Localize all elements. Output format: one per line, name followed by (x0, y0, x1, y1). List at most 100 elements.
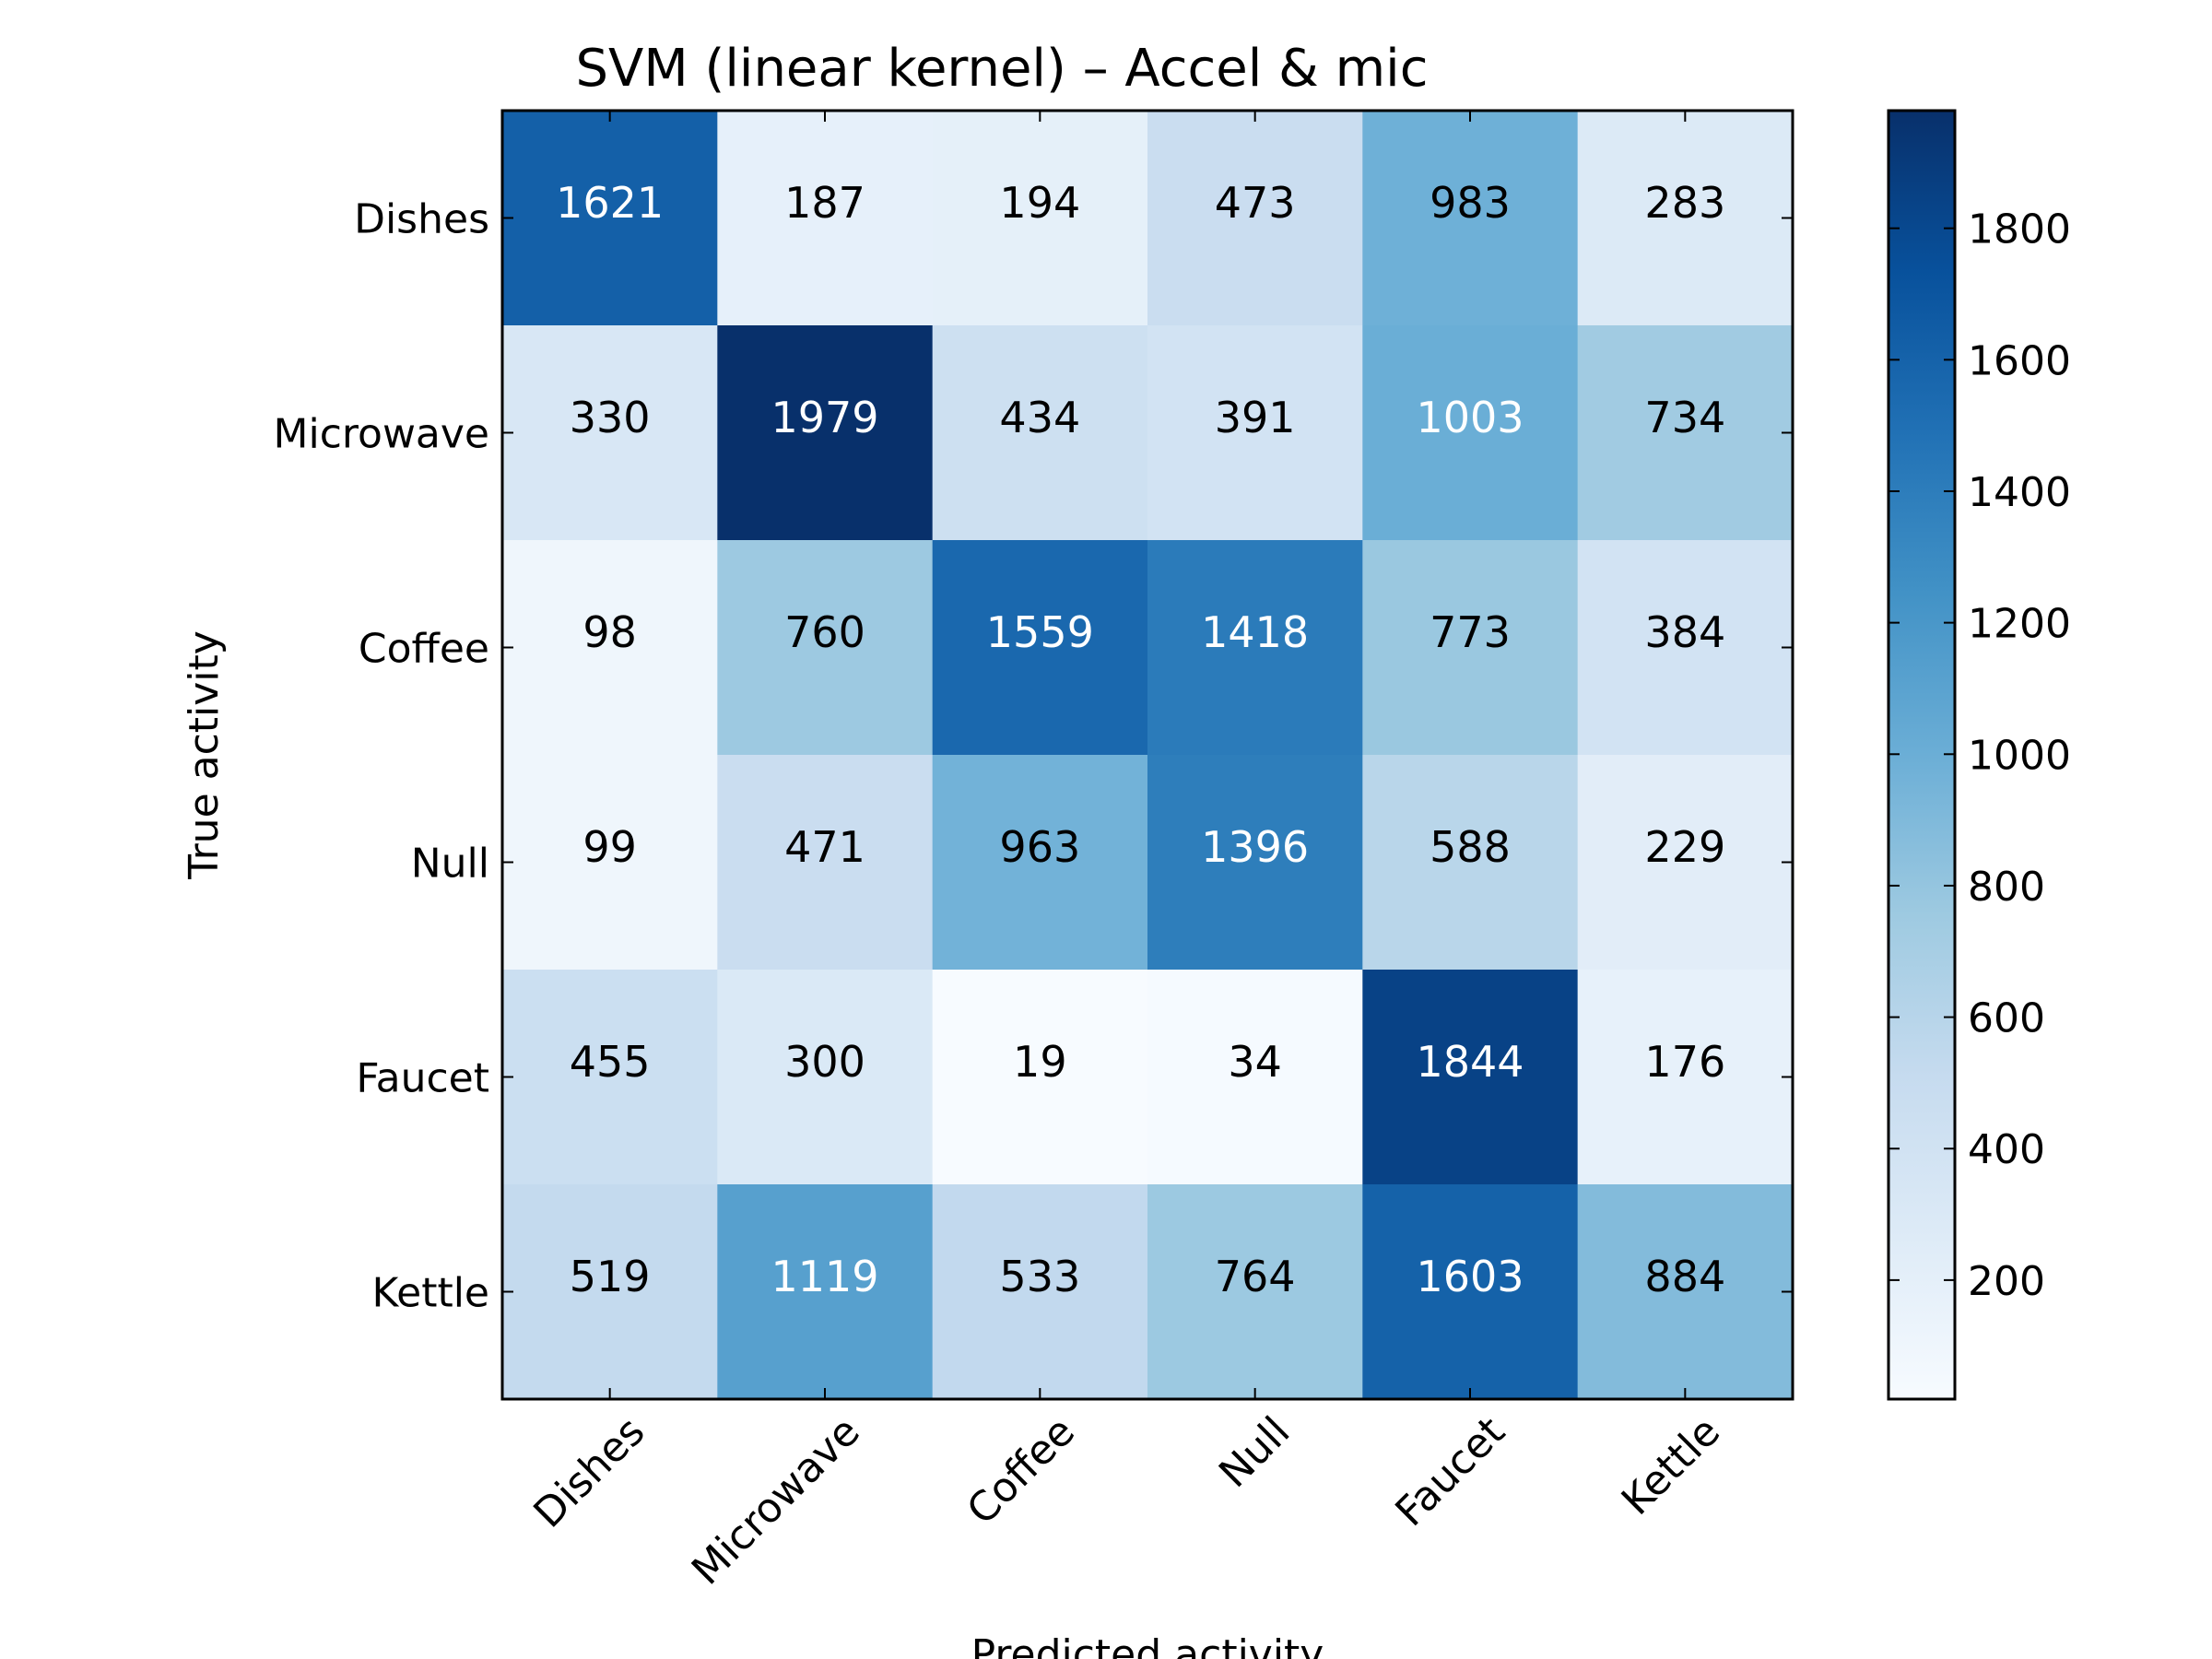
cell-value-label: 1396 (1201, 822, 1309, 872)
heatmap-cell (717, 111, 934, 326)
cell-value-label: 1979 (771, 393, 878, 442)
heatmap-cell (502, 325, 718, 541)
heatmap-cell (502, 755, 718, 971)
cell-value-label: 983 (1430, 178, 1511, 228)
cell-value-label: 760 (784, 607, 865, 657)
heatmap-cell (1577, 540, 1794, 756)
heatmap-cell (1577, 970, 1794, 1185)
heatmap-cell (932, 540, 1148, 756)
heatmap-cell (1362, 325, 1579, 541)
chart-title: SVM (linear kernel) – Accel & mic (576, 39, 1429, 99)
colorbar-ticks: 200 400 600 800 1000 1200 1400 1600 1800 (1888, 206, 2071, 1305)
cell-value-label: 473 (1215, 178, 1296, 228)
heatmap-cell (717, 755, 934, 971)
heatmap-cell (1362, 111, 1579, 326)
cell-value-label: 98 (582, 607, 637, 657)
cell-value-label: 300 (784, 1037, 865, 1087)
cell-value-label: 391 (1215, 393, 1296, 442)
x-tick-label: Faucet (1386, 1408, 1513, 1535)
cell-value-label: 963 (999, 822, 1080, 872)
cell-value-label: 99 (582, 822, 637, 872)
colorbar: 200 400 600 800 1000 1200 1400 1600 1800 (1887, 109, 2071, 1401)
y-tick-label: Kettle (371, 1270, 489, 1317)
heatmap-cell (717, 325, 934, 541)
cell-value-label: 884 (1644, 1252, 1725, 1301)
heatmap-cell (1147, 755, 1363, 971)
heatmap-cell (1577, 325, 1794, 541)
cell-value-label: 34 (1228, 1037, 1282, 1087)
cell-value-label: 1559 (986, 607, 1094, 657)
heatmap-cell (932, 755, 1148, 971)
colorbar-tick-label: 1800 (1968, 206, 2071, 253)
colorbar-tick-label: 1600 (1968, 337, 2071, 384)
plot-frame (500, 109, 1794, 1401)
heatmap-cell (1362, 540, 1579, 756)
y-tick-label: Faucet (356, 1055, 489, 1102)
cell-value-label: 588 (1430, 822, 1511, 872)
heatmap-cell (502, 111, 718, 326)
cell-value-label: 471 (784, 822, 865, 872)
cell-value-label: 455 (570, 1037, 651, 1087)
heatmap-cell (717, 540, 934, 756)
cell-value-label: 1119 (771, 1252, 878, 1301)
cell-value-label: 194 (999, 178, 1080, 228)
cell-value-label: 533 (999, 1252, 1080, 1301)
heatmap-cell (1362, 1184, 1579, 1400)
colorbar-tick-label: 600 (1968, 995, 2045, 1042)
heatmap-cell (1147, 540, 1363, 756)
heatmap-cell (717, 970, 934, 1185)
heatmap-cell (932, 111, 1148, 326)
colorbar-tick-label: 800 (1968, 864, 2045, 911)
cell-value-labels: 1621 187 194 473 983 283 330 1979 434 391 1003 734 9… (556, 178, 1725, 1301)
cell-value-label: 1844 (1416, 1037, 1524, 1087)
y-tick-label: Null (411, 841, 489, 888)
y-tick-label: Coffee (359, 626, 489, 673)
cell-value-label: 187 (784, 178, 865, 228)
heatmap-cell (1147, 111, 1363, 326)
cell-value-label: 330 (570, 393, 651, 442)
heatmap-cell (1147, 325, 1363, 541)
cell-value-label: 19 (1013, 1037, 1067, 1087)
colorbar-tick-label: 1200 (1968, 601, 2071, 648)
colorbar-tick-label: 1000 (1968, 732, 2071, 779)
x-tick-label: Microwave (683, 1408, 869, 1594)
heatmap-cells (502, 111, 1794, 1400)
y-axis-label: True activity (181, 630, 228, 880)
y-tick-label: Dishes (354, 196, 489, 243)
cell-value-label: 519 (570, 1252, 651, 1301)
cell-value-label: 773 (1430, 607, 1511, 657)
heatmap-cell (1362, 970, 1579, 1185)
heatmap-cell (502, 970, 718, 1185)
x-tick-label: Null (1210, 1408, 1299, 1497)
x-tick-label: Dishes (524, 1408, 653, 1537)
cell-value-label: 384 (1644, 607, 1725, 657)
x-axis-label: Predicted activity (971, 1631, 1324, 1659)
heatmap-cell (932, 325, 1148, 541)
x-tick-label: Coffee (959, 1408, 1085, 1535)
cell-value-label: 229 (1644, 822, 1725, 872)
cell-value-label: 1418 (1201, 607, 1309, 657)
colorbar-tick-label: 400 (1968, 1126, 2045, 1173)
cell-value-label: 1003 (1416, 393, 1524, 442)
y-tick-label: Microwave (274, 411, 489, 458)
heatmap-cell (1147, 1184, 1363, 1400)
cell-value-label: 764 (1215, 1252, 1296, 1301)
heatmap-cell (1577, 111, 1794, 326)
colorbar-tick-label: 1400 (1968, 469, 2071, 516)
cell-value-label: 176 (1644, 1037, 1725, 1087)
heatmap-cell (1362, 755, 1579, 971)
colorbar-tick-label: 200 (1968, 1258, 2045, 1305)
heatmap-cell (502, 1184, 718, 1400)
heatmap-cell (1577, 1184, 1794, 1400)
heatmap-cell (502, 540, 718, 756)
cell-value-label: 1621 (556, 178, 664, 228)
heatmap-cell (1147, 970, 1363, 1185)
y-axis: Dishes Microwave Coffee Null Faucet Kettle (274, 196, 1793, 1317)
heatmap-cell (1577, 755, 1794, 971)
cell-value-label: 283 (1644, 178, 1725, 228)
cell-value-label: 1603 (1416, 1252, 1524, 1301)
heatmap-cell (932, 970, 1148, 1185)
cell-value-label: 734 (1644, 393, 1725, 442)
